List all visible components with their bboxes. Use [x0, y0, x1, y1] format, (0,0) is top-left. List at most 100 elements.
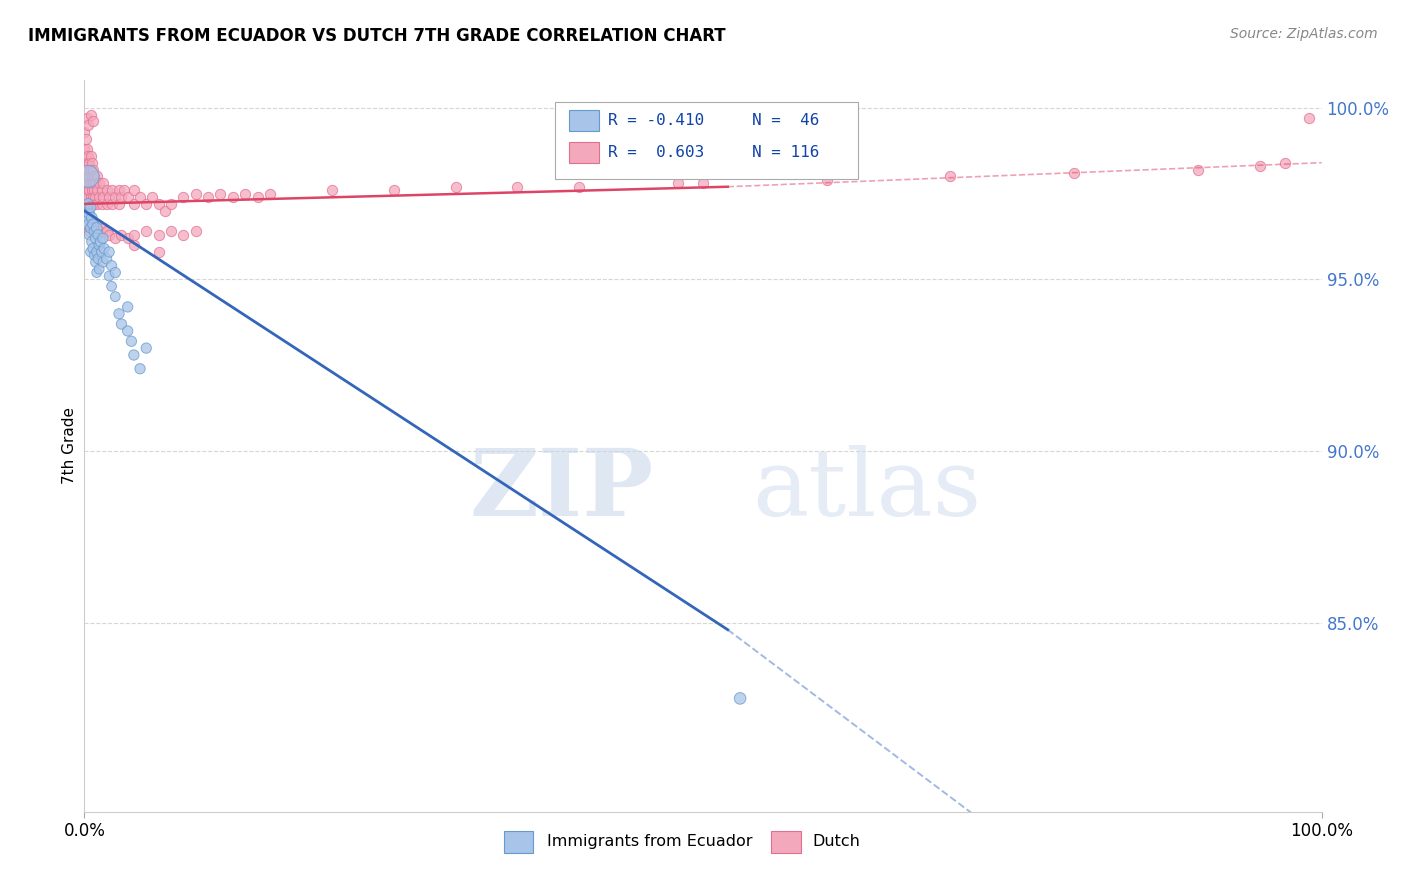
Point	[79, 218, 101, 232]
Point	[79, 200, 101, 214]
Point	[82, 242, 104, 256]
Text: ZIP: ZIP	[470, 445, 654, 535]
Point	[100, 183, 122, 197]
Point	[76, 183, 98, 197]
Point	[135, 341, 157, 355]
Point	[79, 162, 101, 177]
Point	[110, 317, 132, 331]
Point	[90, 183, 112, 197]
FancyBboxPatch shape	[569, 111, 599, 131]
Point	[630, 111, 652, 125]
Point	[117, 324, 139, 338]
Point	[75, 131, 97, 145]
Point	[76, 203, 98, 218]
Point	[91, 231, 114, 245]
FancyBboxPatch shape	[770, 830, 801, 853]
Point	[83, 218, 105, 232]
Point	[77, 203, 100, 218]
Point	[73, 176, 96, 190]
Point	[82, 190, 104, 204]
Point	[82, 162, 104, 177]
Point	[939, 169, 962, 184]
Point	[259, 186, 281, 201]
Point	[75, 162, 97, 177]
Point	[222, 190, 245, 204]
Point	[108, 197, 131, 211]
Point	[172, 227, 194, 242]
Point	[1187, 162, 1209, 177]
FancyBboxPatch shape	[503, 830, 533, 853]
Point	[148, 197, 170, 211]
Point	[184, 224, 207, 238]
Point	[83, 224, 105, 238]
Point	[89, 190, 111, 204]
Point	[79, 190, 101, 204]
Point	[141, 190, 163, 204]
Point	[90, 197, 112, 211]
Point	[80, 183, 103, 197]
Point	[104, 190, 127, 204]
Point	[100, 197, 122, 211]
Point	[122, 227, 145, 242]
Point	[108, 307, 131, 321]
Point	[91, 190, 114, 204]
Point	[80, 155, 103, 169]
Text: Dutch: Dutch	[811, 834, 859, 849]
Point	[77, 218, 100, 232]
Point	[77, 176, 100, 190]
Point	[79, 155, 101, 169]
Point	[148, 227, 170, 242]
Point	[160, 224, 183, 238]
Point	[89, 238, 111, 252]
Point	[86, 221, 108, 235]
Point	[108, 183, 131, 197]
Point	[728, 691, 751, 706]
Point	[104, 290, 127, 304]
Point	[382, 183, 405, 197]
Point	[91, 255, 114, 269]
Point	[815, 173, 838, 187]
Point	[73, 166, 96, 180]
Point	[77, 197, 100, 211]
Text: atlas: atlas	[752, 445, 981, 535]
Point	[79, 107, 101, 121]
Point	[110, 190, 132, 204]
Point	[84, 255, 107, 269]
Point	[197, 190, 219, 204]
Point	[77, 190, 100, 204]
Point	[96, 252, 118, 266]
Point	[76, 211, 98, 225]
Point	[89, 262, 111, 277]
Text: N = 116: N = 116	[752, 145, 820, 161]
Point	[184, 186, 207, 201]
Point	[122, 197, 145, 211]
Point	[77, 218, 100, 232]
Point	[73, 155, 96, 169]
Point	[76, 142, 98, 156]
Point	[83, 248, 105, 262]
Point	[79, 227, 101, 242]
Text: Source: ZipAtlas.com: Source: ZipAtlas.com	[1230, 27, 1378, 41]
Point	[129, 190, 152, 204]
Point	[129, 361, 152, 376]
Point	[82, 218, 104, 232]
Point	[321, 183, 343, 197]
Point	[233, 186, 256, 201]
Point	[84, 231, 107, 245]
Point	[1298, 111, 1320, 125]
Point	[73, 142, 96, 156]
Point	[104, 231, 127, 245]
Point	[80, 211, 103, 225]
Text: R = -0.410: R = -0.410	[607, 113, 704, 128]
Point	[98, 268, 121, 283]
Point	[86, 169, 108, 184]
Text: Immigrants from Ecuador: Immigrants from Ecuador	[547, 834, 752, 849]
Point	[96, 183, 118, 197]
Point	[1249, 159, 1271, 173]
Point	[172, 190, 194, 204]
FancyBboxPatch shape	[554, 103, 858, 179]
Point	[83, 169, 105, 184]
Point	[90, 244, 112, 259]
Point	[79, 197, 101, 211]
Point	[79, 183, 101, 197]
